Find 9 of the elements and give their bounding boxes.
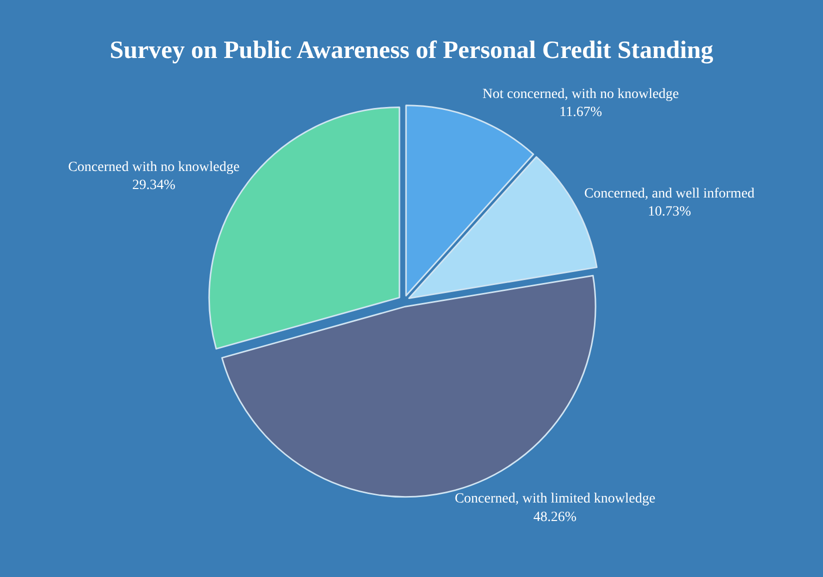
data-label: 10.73% <box>648 204 692 220</box>
slice-label: Concerned, with limited knowledge <box>454 492 656 507</box>
data-label: 11.67% <box>559 105 602 120</box>
data-label: 29.34% <box>132 178 176 194</box>
chart-title: Survey on Public Awareness of Personal Credit Standing <box>110 36 714 64</box>
slice-label: Concerned, and well informed <box>584 186 755 202</box>
data-label: 48.26% <box>533 510 577 525</box>
slice-label: Not concerned, with no knowledge <box>482 86 679 102</box>
slice-label: Concerned with no knowledge <box>68 160 240 175</box>
